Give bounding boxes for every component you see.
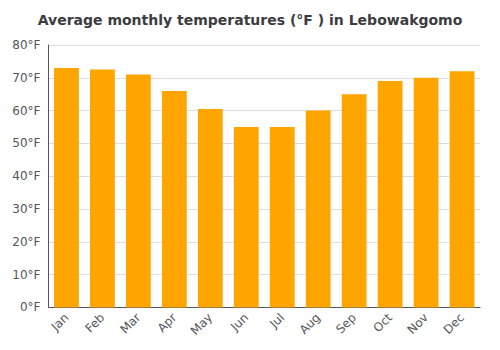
svg-text:Sep: Sep <box>333 311 359 337</box>
svg-text:Jan: Jan <box>48 311 72 335</box>
svg-text:40°F: 40°F <box>12 169 40 183</box>
svg-text:70°F: 70°F <box>12 71 40 85</box>
svg-text:20°F: 20°F <box>12 235 40 249</box>
svg-text:Feb: Feb <box>82 311 107 336</box>
svg-text:Aug: Aug <box>297 311 323 337</box>
svg-text:Dec: Dec <box>441 311 467 337</box>
svg-text:Mar: Mar <box>117 310 143 336</box>
svg-text:Apr: Apr <box>155 310 180 335</box>
svg-text:Jun: Jun <box>227 311 251 335</box>
svg-text:Oct: Oct <box>370 310 395 335</box>
svg-text:Average monthly temperatures (: Average monthly temperatures (°F ) in Le… <box>38 12 463 28</box>
svg-text:Jul: Jul <box>266 311 287 332</box>
svg-text:80°F: 80°F <box>12 38 40 52</box>
svg-text:10°F: 10°F <box>12 268 40 282</box>
svg-text:50°F: 50°F <box>12 136 40 150</box>
svg-text:Nov: Nov <box>405 311 431 337</box>
svg-text:30°F: 30°F <box>12 202 40 216</box>
svg-text:May: May <box>188 311 215 338</box>
svg-text:0°F: 0°F <box>20 300 41 314</box>
svg-text:60°F: 60°F <box>12 104 40 118</box>
